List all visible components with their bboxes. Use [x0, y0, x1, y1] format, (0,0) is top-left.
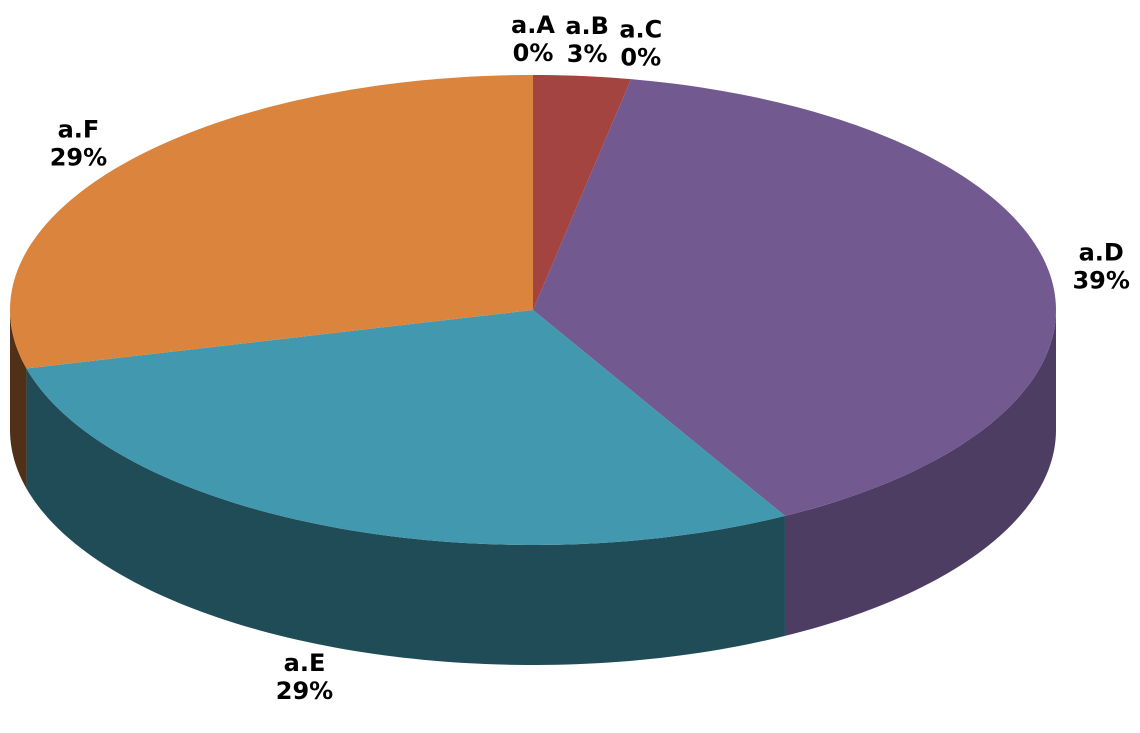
pie-slice — [533, 75, 632, 310]
pie-slice — [26, 310, 785, 545]
pie-slice — [10, 75, 533, 369]
pie-side — [784, 310, 1056, 636]
data-label-name: a.A — [511, 11, 555, 39]
pie-side — [26, 368, 785, 665]
data-label-value: 3% — [567, 40, 608, 68]
pie-slice — [533, 79, 1056, 516]
data-label-name: a.F — [58, 115, 100, 143]
data-label-name: a.C — [619, 16, 662, 44]
data-label-value: 0% — [620, 44, 661, 72]
data-label-name: a.E — [284, 649, 326, 677]
data-label-value: 29% — [276, 677, 333, 705]
data-label-name: a.B — [565, 12, 609, 40]
data-label-value: 0% — [513, 39, 554, 67]
data-label-name: a.D — [1079, 239, 1124, 267]
data-label-value: 29% — [50, 143, 107, 171]
data-label-value: 39% — [1072, 267, 1129, 295]
pie-side — [10, 310, 27, 489]
